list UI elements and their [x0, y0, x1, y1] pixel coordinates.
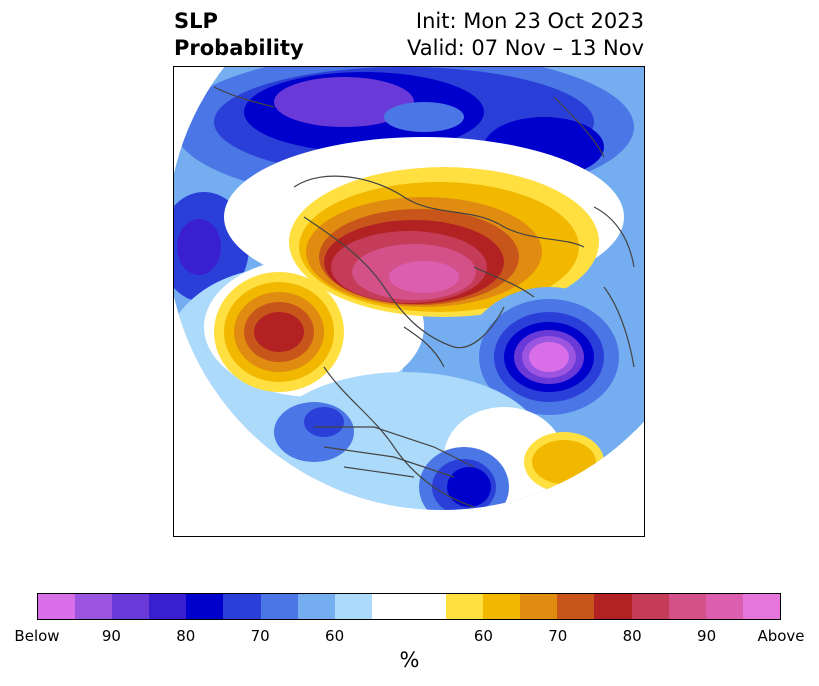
colorbar-swatch — [75, 594, 113, 619]
probability-fill-layer — [174, 67, 644, 510]
title-slp: SLP — [174, 9, 218, 33]
title-probability: Probability — [174, 36, 304, 60]
colorbar-swatch — [408, 594, 447, 619]
colorbar-swatch — [371, 594, 409, 619]
colorbar-tick-label: 80 — [176, 627, 196, 645]
colorbar-unit-label: % — [399, 648, 420, 672]
colorbar-swatch — [742, 594, 780, 619]
colorbar-tick-label: 60 — [325, 627, 345, 645]
title-valid-range: Valid: 07 Nov – 13 Nov — [407, 36, 644, 60]
map-title-right: Init: Mon 23 Oct 2023 Valid: 07 Nov – 13… — [407, 8, 644, 62]
colorbar-swatch — [112, 594, 150, 619]
colorbar-swatch — [260, 594, 298, 619]
colorbar-tick-label: 90 — [697, 627, 717, 645]
colorbar-swatch — [149, 594, 187, 619]
colorbar-tick-label: Below — [14, 627, 60, 645]
colorbar — [37, 593, 781, 620]
colorbar-swatch — [631, 594, 669, 619]
colorbar-swatch — [186, 594, 224, 619]
colorbar-swatch — [594, 594, 632, 619]
colorbar-tick-label: 70 — [250, 627, 270, 645]
colorbar-swatch — [483, 594, 521, 619]
colorbar-swatch — [520, 594, 558, 619]
colorbar-tick-label: 80 — [622, 627, 642, 645]
colorbar-swatch — [668, 594, 706, 619]
colorbar-swatch — [223, 594, 261, 619]
map-title-left: SLP Probability — [174, 8, 304, 62]
colorbar-ticks: Below 90 80 70 60 60 70 80 90 Above — [14, 627, 804, 647]
colorbar-swatch — [297, 594, 335, 619]
colorbar-swatch — [705, 594, 743, 619]
colorbar-swatch — [334, 594, 372, 619]
map-svg — [174, 67, 644, 510]
colorbar-tick-label: Above — [757, 627, 805, 645]
probability-map — [173, 66, 645, 537]
colorbar-swatch — [38, 594, 76, 619]
colorbar-swatch — [446, 594, 484, 619]
title-init-date: Init: Mon 23 Oct 2023 — [415, 9, 644, 33]
coastlines — [213, 86, 635, 508]
colorbar-tick-label: 70 — [548, 627, 568, 645]
colorbar-swatch — [557, 594, 595, 619]
colorbar-tick-label: 90 — [101, 627, 121, 645]
colorbar-tick-label: 60 — [473, 627, 493, 645]
